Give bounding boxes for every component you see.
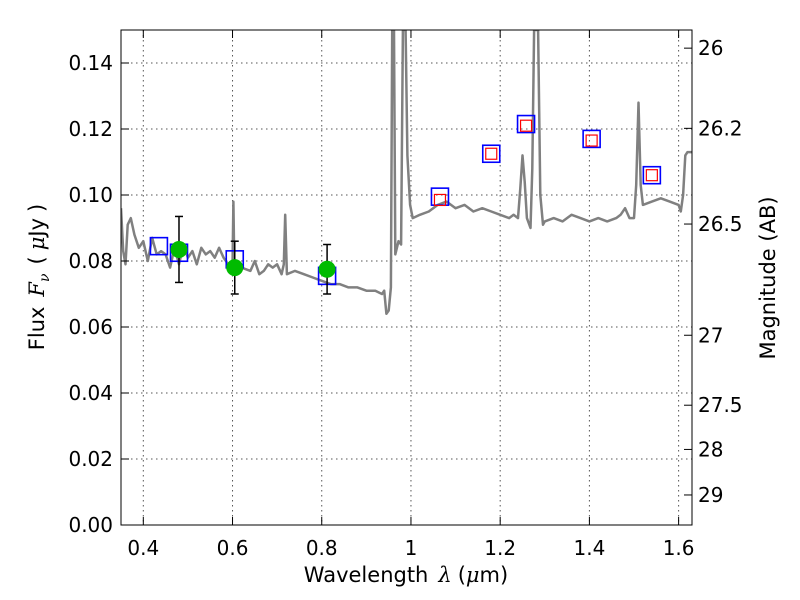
y-axis-title-close: ): [25, 204, 49, 212]
upper-limit-square: [519, 119, 533, 132]
x-tick-label: 0.4: [127, 536, 159, 560]
model-photometry-square: [149, 236, 169, 256]
x-axis-title-unit: m): [480, 563, 509, 587]
upper-limit-square: [645, 169, 658, 182]
y2-tick-label: 26.5: [698, 212, 743, 236]
model-photometry-square: [516, 114, 536, 134]
y-tick-label: 0.02: [68, 447, 113, 471]
y2-tick-label: 27.5: [698, 393, 743, 417]
y-tick-label: 0.08: [68, 249, 113, 273]
x-axis-title-symbol: λ: [437, 563, 451, 587]
x-axis-title-mu: μ: [466, 563, 480, 587]
y-axis-title-mu: μ: [25, 237, 49, 251]
y2-tick-label: 28: [698, 437, 723, 461]
grid: [121, 30, 692, 526]
y-axis-title-open: (: [25, 256, 49, 264]
y2-tick-label: 29: [698, 483, 723, 507]
ticks: 0.4 0.6 0.8 1 1.2 1.4 1.6 0.00 0.02 0.04 0.06 0.08 0…: [68, 30, 743, 560]
x-axis-title-open: (: [458, 563, 466, 587]
x-tick-label: 1: [405, 536, 418, 560]
upper-limit-square: [485, 147, 498, 160]
y-tick-label: 0.06: [68, 315, 113, 339]
y-axis-title-unit: Jy: [25, 218, 49, 239]
x-tick-label: 1.2: [484, 536, 516, 560]
y2-tick-label: 26.2: [698, 116, 743, 140]
x-tick-label: 1.6: [663, 536, 695, 560]
photometry-point: [226, 259, 244, 277]
x-tick-label: 1.4: [573, 536, 605, 560]
y-axis-title-symbol: F: [25, 281, 49, 298]
plot-data: [121, 30, 692, 316]
y-tick-label: 0.04: [68, 381, 113, 405]
upper-limit-square: [585, 134, 598, 147]
x-axis-title: Wavelength λ (μm): [304, 563, 508, 587]
y2-tick-label: 27: [698, 323, 723, 347]
spectrum-line: [121, 30, 692, 316]
y-axis-title-subscript: ν: [37, 273, 53, 282]
y-axis-title: Flux Fν ( μJy): [25, 204, 53, 350]
photometry-point: [170, 240, 188, 258]
x-tick-label: 0.6: [217, 536, 249, 560]
y-tick-label: 0.12: [68, 117, 113, 141]
x-tick-label: 0.8: [306, 536, 338, 560]
y-axis-title-word: Flux: [25, 307, 49, 351]
y-tick-label: 0.14: [68, 51, 113, 75]
x-axis-title-word: Wavelength: [304, 563, 429, 587]
upper-limit-square: [433, 193, 447, 207]
y2-axis-title: Magnitude (AB): [756, 196, 780, 359]
model-photometry-square: [582, 129, 601, 149]
y-tick-label: 0.10: [68, 183, 113, 207]
y-tick-label: 0.00: [68, 513, 113, 537]
photometry-point: [318, 260, 336, 278]
model-photometry-square: [481, 144, 501, 164]
y2-tick-label: 26: [698, 36, 723, 60]
model-photometry-square: [642, 165, 662, 185]
plot-frame: [120, 29, 693, 526]
